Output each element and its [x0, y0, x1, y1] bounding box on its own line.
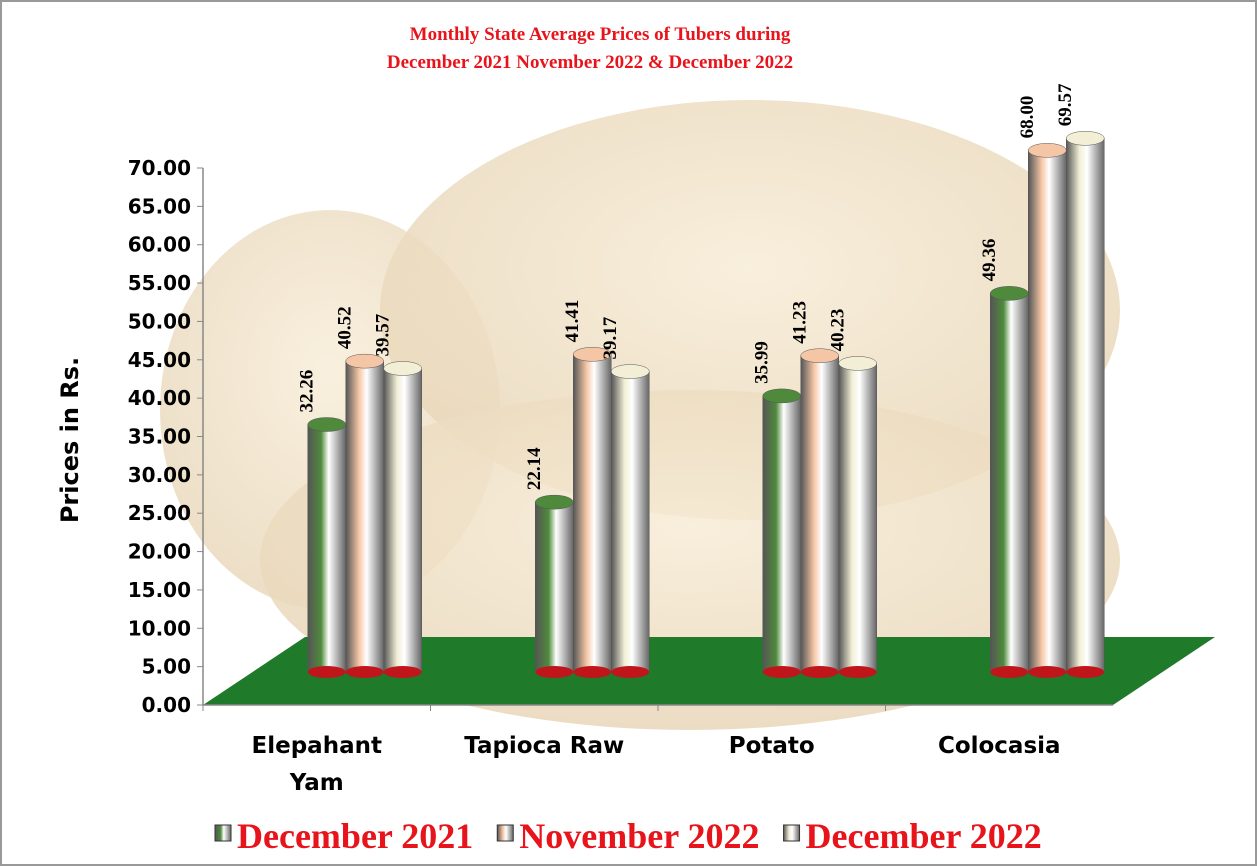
bar — [1066, 138, 1105, 673]
legend-swatch — [214, 824, 232, 842]
bar-base — [800, 666, 839, 678]
value-label: 22.14 — [524, 447, 545, 490]
y-tick-label: 20.00 — [128, 540, 191, 564]
bar — [535, 501, 574, 673]
bar-base — [573, 666, 612, 678]
x-tick-label: Elepahant Yam — [251, 733, 382, 796]
y-tick-label: 45.00 — [128, 348, 191, 372]
bar-cap — [1066, 131, 1105, 146]
chart-subtitle: December 2021 November 2022 & December 2… — [387, 52, 793, 73]
bar-base — [1066, 666, 1105, 678]
y-tick-label: 10.00 — [128, 616, 191, 640]
y-tick-label: 65.00 — [128, 194, 191, 218]
bar — [611, 371, 650, 673]
bar — [345, 360, 384, 673]
value-label: 68.00 — [1017, 96, 1038, 139]
bar-cap — [990, 286, 1029, 301]
legend-label: December 2022 — [806, 816, 1042, 856]
bar-base — [1028, 666, 1067, 678]
bar — [838, 363, 877, 673]
y-tick-label: 25.00 — [128, 501, 191, 525]
bar-base — [762, 666, 801, 678]
y-tick-label: 55.00 — [128, 271, 191, 295]
x-tick-label: Colocasia — [937, 733, 1061, 759]
bar-cap — [307, 417, 346, 432]
value-label: 39.17 — [600, 316, 621, 359]
legend-swatch — [496, 824, 514, 842]
y-tick-label: 35.00 — [128, 425, 191, 449]
y-tick-label: 30.00 — [128, 463, 191, 487]
chart-title: Monthly State Average Prices of Tubers d… — [410, 24, 791, 45]
value-label: 32.26 — [297, 370, 318, 413]
bar-cap — [838, 356, 877, 371]
bar — [383, 368, 422, 673]
bar-base — [838, 666, 877, 678]
bar-base — [383, 666, 422, 678]
legend-label: December 2021 — [237, 816, 473, 856]
y-tick-label: 5.00 — [142, 655, 191, 679]
bar-cap — [383, 361, 422, 376]
y-tick-label: 15.00 — [128, 578, 191, 602]
bar — [573, 354, 612, 673]
legend-label: November 2022 — [519, 816, 759, 856]
x-tick-label: Potato — [728, 733, 815, 759]
value-label: 41.41 — [562, 300, 583, 343]
bar-cap — [800, 348, 839, 363]
y-tick-label: 60.00 — [128, 233, 191, 257]
y-tick-label: 70.00 — [128, 156, 191, 180]
bar-base — [535, 666, 574, 678]
value-label: 40.23 — [828, 309, 849, 352]
value-label: 35.99 — [752, 341, 773, 384]
y-tick-label: 0.00 — [142, 693, 191, 717]
y-tick-label: 40.00 — [128, 386, 191, 410]
x-tick-label: Tapioca Raw — [464, 733, 625, 759]
bar-base — [345, 666, 384, 678]
bar-cap — [573, 347, 612, 362]
value-label: 69.57 — [1055, 83, 1076, 126]
y-axis-title: Prices in Rs. — [56, 357, 84, 523]
bar — [990, 293, 1029, 673]
bar-cap — [535, 494, 574, 510]
bar — [800, 355, 839, 673]
bar-base — [990, 666, 1029, 678]
legend-swatch — [783, 824, 801, 842]
value-label: 41.23 — [790, 301, 811, 344]
bar-cap — [762, 388, 801, 404]
y-tick-label: 50.00 — [128, 309, 191, 333]
value-label: 39.57 — [373, 313, 394, 356]
bar-cap — [1028, 143, 1067, 158]
value-label: 40.52 — [335, 306, 356, 349]
value-label: 49.36 — [979, 239, 1000, 282]
bar — [1028, 150, 1067, 673]
bar-base — [307, 666, 346, 678]
bar-cap — [611, 364, 650, 379]
bar-cap — [345, 353, 384, 369]
bar — [307, 424, 346, 673]
bar-base — [611, 666, 650, 678]
bar — [762, 395, 801, 673]
floor — [203, 637, 1215, 705]
